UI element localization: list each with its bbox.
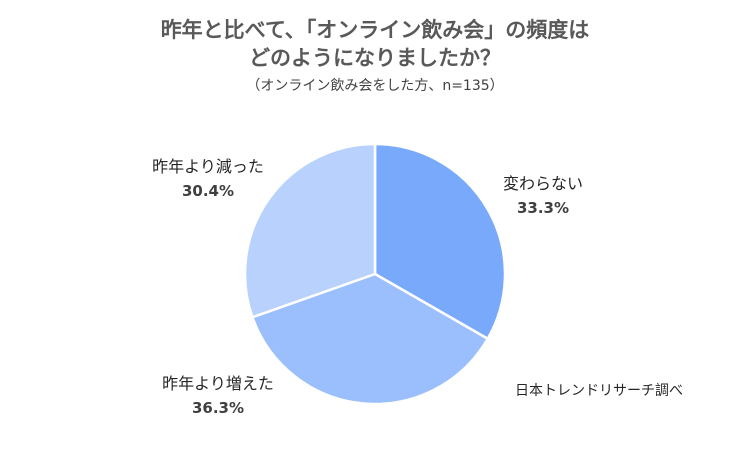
chart-title-line1: 昨年と比べて、「オンライン飲み会」の頻度は xyxy=(160,18,590,42)
slice-percent: 36.3% xyxy=(191,399,245,417)
slice-name: 昨年より増えた xyxy=(162,374,274,393)
slice-decreased xyxy=(243,142,377,319)
pie-slices xyxy=(243,142,507,406)
chart-title-line2: どのようになりましたか？ xyxy=(249,46,501,70)
slice-percent: 30.4% xyxy=(181,182,235,200)
slice-label-decreased: 昨年より減った 30.4% xyxy=(138,155,278,203)
slice-name: 昨年より減った xyxy=(152,157,264,176)
slice-increased xyxy=(251,272,489,406)
slice-percent: 33.3% xyxy=(516,199,570,217)
slice-name: 変わらない xyxy=(502,174,583,193)
slice-label-increased: 昨年より増えた 36.3% xyxy=(148,372,288,420)
source-note: 日本トレンドリサーチ調べ xyxy=(515,383,683,399)
slice-label-unchanged: 変わらない 33.3% xyxy=(488,172,598,220)
chart-subtitle: （オンライン飲み会をした方、n=135） xyxy=(246,78,504,94)
slice-unchanged xyxy=(373,142,507,341)
